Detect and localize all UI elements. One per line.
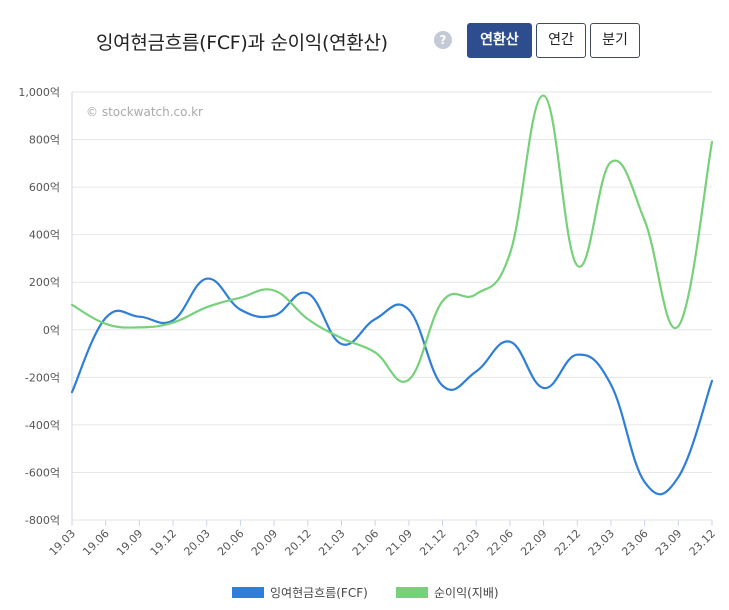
data-point-fcf[interactable] [506,338,514,346]
x-tick-label: 22.12 [552,527,583,558]
data-point-fcf[interactable] [135,313,143,321]
x-axis: 19.03 19.06 19.09 19.12 20.03 20.06 20.09 20.12… [47,520,718,558]
data-point-net-income[interactable] [607,158,615,166]
data-point-net-income[interactable] [135,323,143,331]
x-tick-label: 20.06 [215,527,246,558]
x-tick-label: 23.03 [586,527,617,558]
series-line-net-income [70,94,714,383]
x-tick-label: 23.09 [653,527,684,558]
x-tick-label: 20.12 [282,527,313,558]
y-tick-label: 200억 [29,276,60,289]
data-point-net-income[interactable] [236,294,244,302]
data-point-fcf[interactable] [641,478,649,486]
data-point-fcf[interactable] [203,275,211,283]
series-line-fcf [70,277,714,496]
data-point-fcf[interactable] [540,384,548,392]
data-point-fcf[interactable] [270,312,278,320]
period-button-annual[interactable]: 연간 [536,23,586,58]
data-point-net-income[interactable] [405,376,413,384]
data-point-net-income[interactable] [506,250,514,258]
data-point-net-income[interactable] [472,290,480,298]
data-point-net-income[interactable] [169,319,177,327]
y-tick-label: -600억 [25,466,60,479]
data-point-net-income[interactable] [708,138,716,146]
chart-header: 잉여현금흐름(FCF)과 순이익(연환산) ? 연환산 연간 분기 [0,20,729,60]
data-point-fcf[interactable] [304,289,312,297]
data-point-net-income[interactable] [540,92,548,100]
x-tick-label: 19.09 [114,527,145,558]
data-point-net-income[interactable] [439,297,447,305]
line-chart: 1,000억 800억 600억 400억 200억 0억 -200억 -400억 -600억 -… [18,86,718,558]
legend-label-net-income: 순이익(지배) [434,586,499,600]
watermark: © stockwatch.co.kr [86,105,203,119]
x-tick-label: 20.09 [249,527,280,558]
help-icon[interactable]: ? [434,31,452,49]
data-point-net-income[interactable] [641,216,649,224]
x-tick-label: 23.06 [619,527,650,558]
y-tick-label: 800억 [29,134,60,147]
data-point-fcf[interactable] [573,351,581,359]
x-tick-label: 20.03 [181,527,212,558]
data-point-fcf[interactable] [439,382,447,390]
data-point-net-income[interactable] [68,301,76,309]
data-point-fcf[interactable] [674,473,682,481]
data-point-fcf[interactable] [708,377,716,385]
grid-lines [71,91,712,521]
data-point-fcf[interactable] [371,315,379,323]
legend-swatch-fcf [232,587,264,598]
x-tick-label: 21.03 [316,527,347,558]
period-button-quarterly[interactable]: 분기 [590,23,640,58]
data-point-net-income[interactable] [573,262,581,270]
x-tick-label: 22.06 [485,527,516,558]
data-point-net-income[interactable] [102,320,110,328]
data-point-fcf[interactable] [236,306,244,314]
data-point-net-income[interactable] [371,348,379,356]
y-tick-label: -400억 [25,419,60,432]
legend: 잉여현금흐름(FCF) 순이익(지배) [0,582,729,602]
x-tick-label: 19.06 [80,527,111,558]
series-lines [68,92,716,496]
y-tick-label: -200억 [25,371,60,384]
data-point-fcf[interactable] [472,367,480,375]
data-point-net-income[interactable] [203,303,211,311]
data-point-fcf[interactable] [607,380,615,388]
data-point-net-income[interactable] [337,334,345,342]
y-tick-label: 600억 [29,181,60,194]
chart-title: 잉여현금흐름(FCF)과 순이익(연환산) [96,32,388,54]
data-point-fcf[interactable] [68,388,76,396]
period-button-annualized[interactable]: 연환산 [467,23,532,58]
x-tick-label: 21.06 [350,527,381,558]
x-tick-label: 21.09 [383,527,414,558]
x-tick-label: 23.12 [687,527,718,558]
legend-swatch-net-income [396,587,428,598]
y-axis: 1,000억 800억 600억 400억 200억 0억 -200억 -400억 -600억 -… [18,86,60,527]
x-tick-label: 22.09 [518,527,549,558]
data-point-net-income[interactable] [304,315,312,323]
y-tick-label: 1,000억 [18,86,60,99]
data-point-fcf[interactable] [405,306,413,314]
x-tick-label: 19.12 [148,527,179,558]
data-point-net-income[interactable] [674,322,682,330]
x-tick-label: 19.03 [47,527,78,558]
y-tick-label: 400억 [29,229,60,242]
y-tick-label: -800억 [25,514,60,527]
x-tick-label: 22.03 [451,527,482,558]
data-point-net-income[interactable] [270,287,278,295]
y-tick-label: 0억 [43,324,60,337]
legend-label-fcf: 잉여현금흐름(FCF) [270,586,368,600]
x-tick-label: 21.12 [417,527,448,558]
